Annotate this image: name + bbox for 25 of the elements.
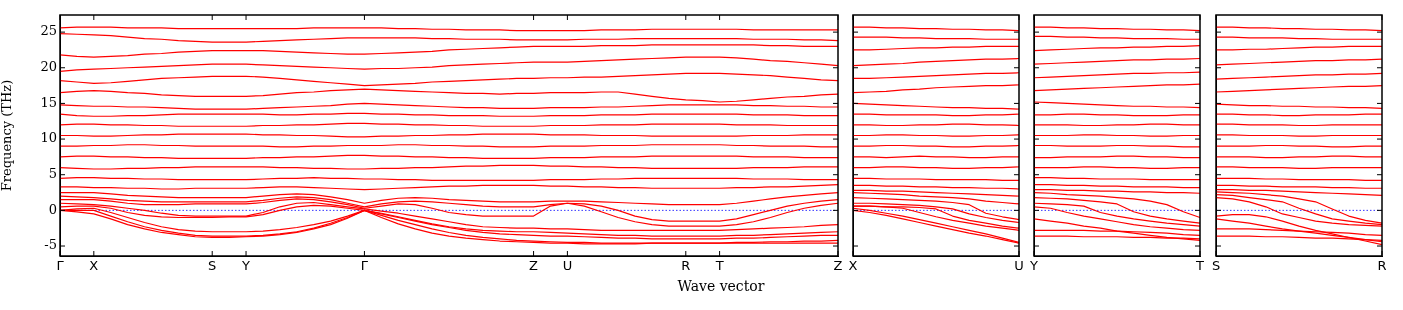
x-tick-label: X [848,258,858,274]
x-tick-label: T [1195,258,1205,274]
x-tick-label: Γ [360,258,369,274]
x-tick-label: R [681,258,691,274]
y-tick-label: 20 [40,59,57,75]
y-tick-label: 25 [40,23,57,39]
x-tick-label: R [1377,258,1387,274]
x-tick-label: Γ [56,258,65,274]
x-tick-label: Y [1029,258,1039,274]
x-axis-title: Wave vector [676,278,766,294]
x-tick-label: Y [241,258,251,274]
x-tick-label: Z [833,258,843,274]
x-tick-label: U [1014,258,1024,274]
y-tick-label: 0 [48,201,57,217]
y-axis-title: Frequency (THz) [0,79,15,192]
y-tick-label: 5 [48,166,57,182]
x-tick-label: S [1211,258,1221,274]
x-tick-label: X [89,258,99,274]
y-tick-label: 15 [40,94,57,110]
x-tick-label: S [208,258,217,274]
x-tick-label: Z [529,258,539,274]
x-tick-label: U [562,258,573,274]
x-tick-label: T [714,258,724,274]
y-tick-label: -5 [44,237,57,253]
y-tick-label: 10 [40,130,57,146]
